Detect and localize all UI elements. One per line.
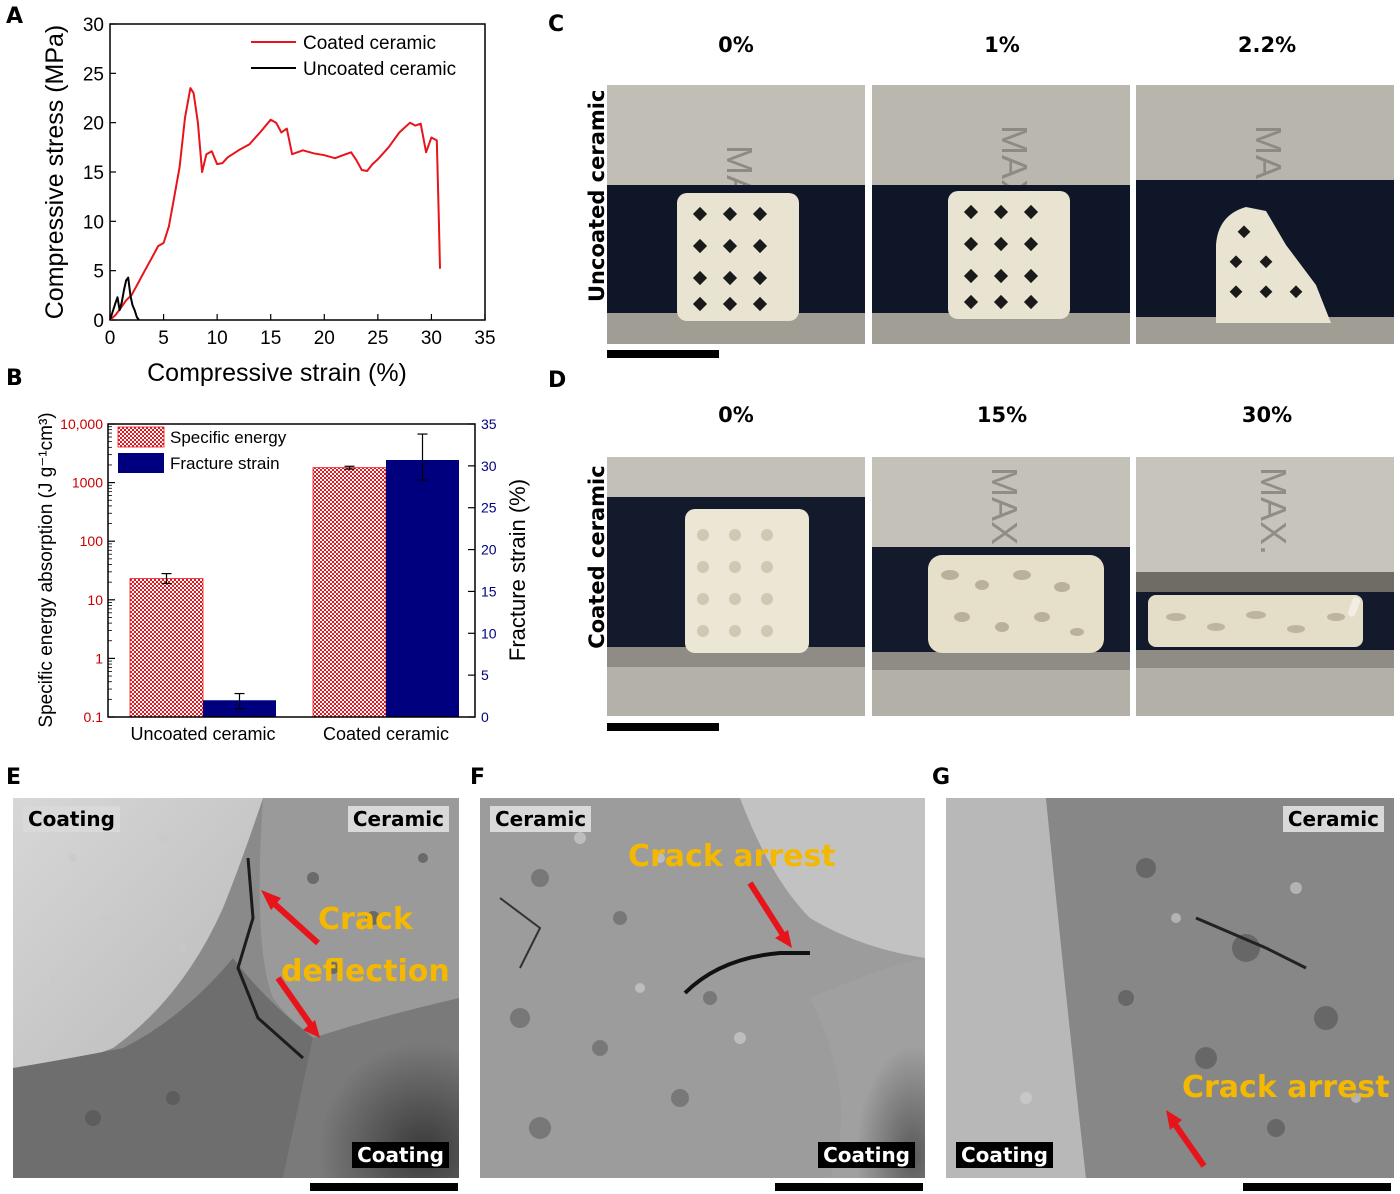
crack-arrow-f bbox=[775, 930, 792, 948]
chart-a-xlabel: Compressive strain (%) bbox=[147, 359, 407, 387]
f-tag-coating: Coating bbox=[818, 1142, 915, 1168]
left-tick-label: 10 bbox=[87, 592, 103, 608]
x-tick-label: 5 bbox=[158, 328, 169, 349]
right-tick-label: 20 bbox=[481, 542, 497, 558]
sem-image-g: Ceramic Coating Crack arrest bbox=[946, 798, 1394, 1178]
scale-bar-e bbox=[310, 1183, 458, 1191]
f-tag-ceramic: Ceramic bbox=[490, 806, 592, 832]
right-tick-label: 0 bbox=[481, 709, 489, 725]
y-tick-label: 5 bbox=[93, 262, 104, 283]
c-col-2: 2.2% bbox=[1237, 33, 1297, 57]
coated-1-photo: MAX. bbox=[872, 457, 1130, 716]
right-tick-label: 25 bbox=[481, 500, 497, 516]
bar-energy-0 bbox=[129, 578, 204, 718]
chart-b-left-label: Specific energy absorption (J g⁻¹cm³) bbox=[36, 412, 57, 727]
g-tag-ceramic: Ceramic bbox=[1282, 806, 1384, 832]
d-row-label: Coated ceramic bbox=[585, 465, 609, 649]
scale-bar-d bbox=[607, 723, 719, 731]
y-tick-label: 0 bbox=[93, 311, 104, 332]
panel-label-d: D bbox=[548, 368, 567, 393]
e-tag-coating-top: Coating bbox=[23, 806, 120, 832]
x-tick-label: 25 bbox=[367, 328, 388, 349]
sem-image-e: Coating Ceramic Coating Crack deflection bbox=[13, 798, 459, 1178]
legend-coated: Coated ceramic bbox=[303, 33, 436, 54]
scale-bar-f bbox=[775, 1183, 923, 1191]
d-col-1: 15% bbox=[976, 403, 1028, 427]
chart-a-legend: Coated ceramic Uncoated ceramic bbox=[251, 33, 456, 80]
stress-strain-chart: 0 5 10 15 20 25 30 35 0 5 10 15 20 25 30 Compressive s… bbox=[41, 15, 496, 387]
y-tick-label: 20 bbox=[83, 114, 104, 135]
sem-image-f: Ceramic Coating Crack arrest bbox=[480, 798, 925, 1178]
svg-text:MAX.: MAX. bbox=[1253, 467, 1294, 555]
panel-label-a: A bbox=[6, 4, 24, 29]
lattice-block bbox=[677, 193, 799, 321]
legend-swatch-strain bbox=[118, 453, 164, 473]
uncoated-2-photo: MAX. bbox=[1136, 85, 1394, 344]
panel-label-b: B bbox=[6, 366, 23, 391]
left-tick-label: 10,000 bbox=[60, 416, 103, 432]
right-tick-label: 35 bbox=[481, 416, 497, 432]
x-tick-label: 15 bbox=[260, 328, 281, 349]
c-col-0: 0% bbox=[718, 33, 754, 57]
x-tick-label: 35 bbox=[474, 328, 495, 349]
left-tick-label: 100 bbox=[80, 533, 104, 549]
f-note: Crack arrest bbox=[628, 839, 836, 874]
d-col-2: 30% bbox=[1241, 403, 1293, 427]
crack-arrow-g bbox=[1166, 1110, 1182, 1130]
c-col-1: 1% bbox=[984, 33, 1020, 57]
right-tick-label: 30 bbox=[481, 458, 497, 474]
panel-label-c: C bbox=[548, 12, 565, 37]
legend-energy: Specific energy bbox=[170, 428, 287, 447]
crack-arrows bbox=[261, 890, 321, 1038]
x-tick-label: 10 bbox=[207, 328, 228, 349]
e-tag-ceramic: Ceramic bbox=[347, 806, 449, 832]
left-tick-label: 1000 bbox=[72, 475, 103, 491]
chart-b-right-label: Fracture strain (%) bbox=[505, 479, 530, 661]
category-coated: Coated ceramic bbox=[323, 724, 449, 744]
y-tick-label: 30 bbox=[83, 15, 104, 36]
panel-label-g: G bbox=[932, 765, 951, 790]
svg-text:MAX.: MAX. bbox=[984, 467, 1025, 555]
x-tick-label: 20 bbox=[314, 328, 335, 349]
uncoated-0-photo: MAX. bbox=[607, 85, 865, 344]
bar-strain-1 bbox=[386, 459, 459, 717]
panel-label-e: E bbox=[6, 765, 22, 790]
series-line-0 bbox=[109, 87, 441, 321]
category-uncoated: Uncoated ceramic bbox=[130, 724, 275, 744]
coated-2-photo: MAX. bbox=[1136, 457, 1394, 716]
right-tick-label: 15 bbox=[481, 583, 497, 599]
chart-b-frame bbox=[107, 423, 476, 718]
coated-0-photo bbox=[607, 457, 865, 716]
right-tick-label: 10 bbox=[481, 625, 497, 641]
legend-uncoated: Uncoated ceramic bbox=[303, 59, 456, 80]
bar-energy-1 bbox=[312, 467, 387, 718]
y-tick-label: 25 bbox=[83, 64, 104, 85]
d-col-0: 0% bbox=[718, 403, 754, 427]
legend-strain: Fracture strain bbox=[170, 454, 280, 473]
scale-bar-c bbox=[607, 350, 719, 358]
g-note: Crack arrest bbox=[1182, 1070, 1390, 1105]
x-tick-label: 0 bbox=[105, 328, 116, 349]
x-tick-label: 30 bbox=[421, 328, 442, 349]
left-tick-label: 0.1 bbox=[84, 709, 104, 725]
right-tick-label: 5 bbox=[481, 667, 489, 683]
c-row-label: Uncoated ceramic bbox=[585, 89, 609, 302]
uncoated-1-photo: MAX. bbox=[872, 85, 1130, 344]
panel-label-f: F bbox=[470, 765, 486, 790]
e-note-line2: deflection bbox=[281, 954, 450, 989]
series-line-1 bbox=[109, 276, 140, 321]
legend-swatch-energy bbox=[117, 426, 165, 448]
left-tick-label: 1 bbox=[95, 650, 103, 666]
e-note-line1: Crack bbox=[318, 902, 413, 937]
y-tick-label: 15 bbox=[83, 163, 104, 184]
e-tag-coating-bottom: Coating bbox=[352, 1142, 449, 1168]
chart-a-ylabel: Compressive stress (MPa) bbox=[41, 25, 69, 320]
energy-strain-bar-chart: 0.1 1 10 100 1000 10,000 0 5 10 15 20 25 30 35 Specif… bbox=[36, 412, 530, 744]
chart-b-legend: Specific energy Fracture strain bbox=[117, 426, 287, 473]
g-tag-coating: Coating bbox=[956, 1142, 1053, 1168]
scale-bar-g bbox=[1243, 1183, 1391, 1191]
y-tick-label: 10 bbox=[83, 212, 104, 233]
